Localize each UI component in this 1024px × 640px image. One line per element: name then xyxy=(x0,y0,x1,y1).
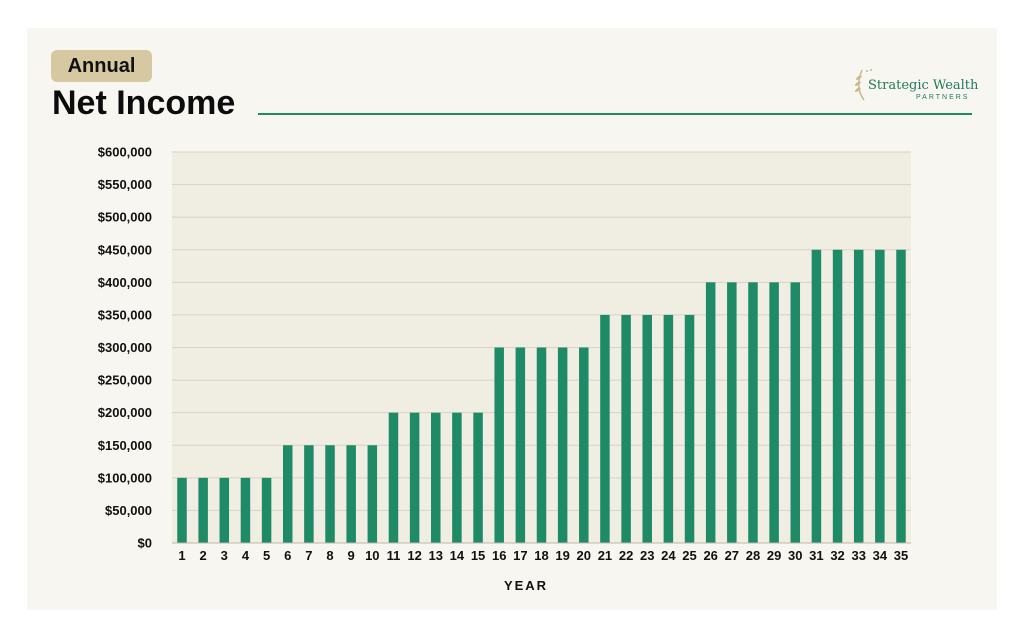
x-tick-label: 33 xyxy=(851,548,865,563)
bar-year-23 xyxy=(642,314,652,543)
x-tick-label: 18 xyxy=(534,548,548,563)
bar-year-1 xyxy=(177,477,187,543)
bar-year-18 xyxy=(536,347,547,543)
x-tick-label: 35 xyxy=(894,548,908,563)
x-tick-label: 21 xyxy=(598,548,612,563)
bar-year-17 xyxy=(515,347,526,543)
bar-year-28 xyxy=(748,282,758,543)
x-tick-label: 7 xyxy=(305,548,312,563)
bar-year-16 xyxy=(494,347,504,543)
bar-year-35 xyxy=(896,249,906,543)
bar-year-27 xyxy=(727,282,737,543)
bar-year-14 xyxy=(452,412,462,543)
x-tick-label: 24 xyxy=(661,548,676,563)
y-tick-label: $450,000 xyxy=(98,242,152,257)
y-tick-label: $150,000 xyxy=(98,438,152,453)
x-tick-label: 1 xyxy=(178,548,185,563)
bar-year-33 xyxy=(853,249,864,543)
bar-year-13 xyxy=(431,412,441,543)
y-tick-label: $600,000 xyxy=(98,145,152,160)
bar-year-30 xyxy=(790,282,801,543)
bar-year-2 xyxy=(198,477,208,543)
x-tick-label: 17 xyxy=(513,548,527,563)
x-tick-label: 15 xyxy=(471,548,485,563)
x-tick-label: 30 xyxy=(788,548,802,563)
x-tick-label: 16 xyxy=(492,548,506,563)
x-tick-label: 29 xyxy=(767,548,781,563)
bar-year-6 xyxy=(282,445,293,543)
x-tick-label: 26 xyxy=(703,548,717,563)
bar-year-19 xyxy=(557,347,568,543)
bar-year-7 xyxy=(304,445,314,543)
bar-year-11 xyxy=(388,412,399,543)
x-tick-label: 32 xyxy=(830,548,844,563)
bar-year-25 xyxy=(684,314,695,543)
x-tick-label: 25 xyxy=(682,548,696,563)
y-tick-label: $500,000 xyxy=(98,210,152,225)
bar-year-22 xyxy=(621,314,631,543)
title-divider xyxy=(258,113,972,115)
x-tick-label: 14 xyxy=(450,548,465,563)
x-tick-label: 23 xyxy=(640,548,654,563)
x-tick-label: 20 xyxy=(577,548,591,563)
x-tick-label: 27 xyxy=(725,548,739,563)
logo-subtitle: PARTNERS xyxy=(916,94,970,101)
bar-year-31 xyxy=(811,249,822,543)
x-tick-label: 22 xyxy=(619,548,633,563)
bar-year-20 xyxy=(579,347,589,543)
bar-year-15 xyxy=(473,412,483,543)
x-tick-label: 5 xyxy=(263,548,270,563)
x-tick-label: 13 xyxy=(429,548,443,563)
annual-badge: Annual xyxy=(51,50,152,82)
bar-year-34 xyxy=(875,249,885,543)
x-tick-label: 12 xyxy=(407,548,421,563)
y-tick-label: $250,000 xyxy=(98,373,152,388)
x-axis-title: YEAR xyxy=(504,578,548,593)
y-tick-label: $550,000 xyxy=(98,177,152,192)
x-tick-label: 2 xyxy=(200,548,207,563)
bar-year-9 xyxy=(346,445,356,543)
page-title: Net Income xyxy=(52,84,236,122)
x-tick-label: 31 xyxy=(809,548,823,563)
x-tick-label: 28 xyxy=(746,548,760,563)
y-tick-label: $50,000 xyxy=(105,503,152,518)
x-tick-label: 4 xyxy=(242,548,250,563)
y-axis-ticks: $0 $50,000 $100,000 $150,000 $200,000 $250,00… xyxy=(98,145,152,551)
x-tick-label: 9 xyxy=(348,548,355,563)
y-tick-label: $0 xyxy=(138,536,152,551)
x-tick-label: 3 xyxy=(221,548,228,563)
company-logo: Strategic Wealth PARTNERS xyxy=(852,64,978,104)
bars xyxy=(177,249,906,543)
bar-year-8 xyxy=(325,445,335,543)
bar-year-26 xyxy=(705,282,716,543)
bar-year-3 xyxy=(219,477,230,543)
y-tick-label: $100,000 xyxy=(98,470,152,485)
x-axis-ticks: 1 2 3 4 5 6 7 8 9 10 11 12 13 14 15 16 17 18 19 20 21 22 23 24 2… xyxy=(178,548,908,563)
bar-year-21 xyxy=(600,314,610,543)
x-tick-label: 6 xyxy=(284,548,291,563)
x-tick-label: 11 xyxy=(387,548,401,563)
bar-year-29 xyxy=(769,282,779,543)
bar-year-24 xyxy=(663,314,674,543)
bar-year-10 xyxy=(367,445,378,543)
x-tick-label: 19 xyxy=(555,548,569,563)
bar-year-5 xyxy=(261,477,272,543)
x-tick-label: 8 xyxy=(326,548,333,563)
bar-year-12 xyxy=(409,412,420,543)
wheat-logo-icon xyxy=(855,69,872,101)
y-tick-label: $400,000 xyxy=(98,275,152,290)
bar-year-4 xyxy=(240,477,251,543)
y-tick-label: $300,000 xyxy=(98,340,152,355)
x-tick-label: 34 xyxy=(873,548,888,563)
x-tick-label: 10 xyxy=(365,548,379,563)
bar-year-32 xyxy=(832,249,843,543)
logo-name: Strategic Wealth xyxy=(868,78,979,93)
y-tick-label: $350,000 xyxy=(98,307,152,322)
y-tick-label: $200,000 xyxy=(98,405,152,420)
